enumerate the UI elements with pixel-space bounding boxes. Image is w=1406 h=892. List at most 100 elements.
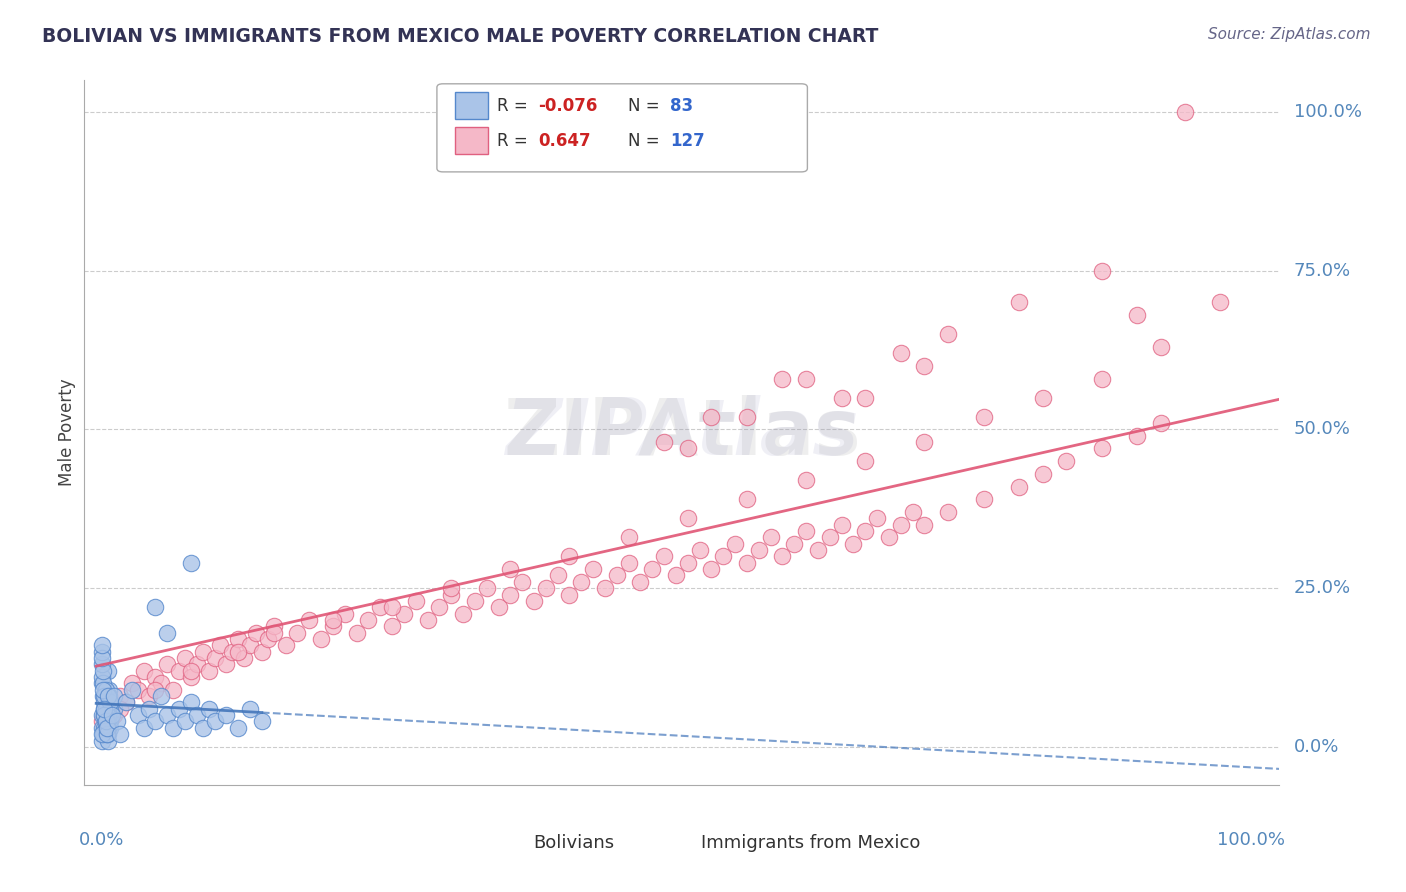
- Point: [322, 619, 344, 633]
- Point: [91, 670, 114, 684]
- Point: [100, 721, 122, 735]
- Point: [204, 714, 226, 729]
- Point: [97, 689, 120, 703]
- Point: [853, 524, 876, 538]
- Point: [100, 708, 122, 723]
- Point: [197, 702, 219, 716]
- Point: [97, 727, 120, 741]
- Point: [676, 442, 699, 456]
- Point: [676, 511, 699, 525]
- Point: [91, 664, 114, 678]
- Point: [97, 733, 120, 747]
- Point: [510, 574, 533, 589]
- Point: [582, 562, 605, 576]
- Point: [346, 625, 368, 640]
- Point: [405, 594, 427, 608]
- Point: [748, 543, 770, 558]
- Text: BOLIVIAN VS IMMIGRANTS FROM MEXICO MALE POVERTY CORRELATION CHART: BOLIVIAN VS IMMIGRANTS FROM MEXICO MALE …: [42, 27, 879, 45]
- Point: [97, 664, 120, 678]
- Bar: [456, 92, 488, 119]
- Point: [100, 695, 122, 709]
- Point: [333, 607, 356, 621]
- Point: [298, 613, 321, 627]
- Point: [97, 708, 120, 723]
- Point: [735, 556, 758, 570]
- Point: [783, 537, 806, 551]
- Point: [689, 543, 711, 558]
- Point: [186, 657, 208, 672]
- Text: 100.0%: 100.0%: [1294, 103, 1362, 121]
- Point: [94, 702, 117, 716]
- Point: [831, 517, 853, 532]
- Point: [93, 708, 115, 723]
- Point: [93, 702, 115, 716]
- Point: [665, 568, 688, 582]
- Point: [226, 632, 249, 646]
- Point: [138, 702, 160, 716]
- Point: [451, 607, 474, 621]
- Point: [156, 708, 179, 723]
- Point: [197, 664, 219, 678]
- Point: [1008, 479, 1031, 493]
- Point: [96, 727, 118, 741]
- Point: [108, 689, 131, 703]
- Point: [191, 721, 214, 735]
- Point: [1174, 105, 1197, 120]
- Point: [94, 708, 117, 723]
- Point: [94, 721, 117, 735]
- Point: [91, 727, 114, 741]
- Point: [877, 530, 900, 544]
- Point: [381, 619, 404, 633]
- Point: [250, 714, 273, 729]
- Point: [973, 492, 995, 507]
- Point: [121, 682, 143, 697]
- FancyBboxPatch shape: [437, 84, 807, 172]
- Point: [263, 625, 285, 640]
- Point: [132, 664, 155, 678]
- Point: [794, 473, 817, 487]
- Point: [759, 530, 782, 544]
- Point: [167, 702, 190, 716]
- Point: [357, 613, 380, 627]
- Point: [191, 645, 214, 659]
- Point: [107, 714, 129, 729]
- Point: [91, 676, 114, 690]
- Point: [93, 689, 115, 703]
- Point: [96, 714, 118, 729]
- Point: [381, 600, 404, 615]
- Point: [143, 670, 166, 684]
- Point: [180, 695, 202, 709]
- Point: [143, 600, 166, 615]
- Point: [1008, 295, 1031, 310]
- Point: [132, 721, 155, 735]
- Point: [91, 645, 114, 659]
- Point: [162, 721, 184, 735]
- Point: [108, 727, 131, 741]
- Point: [1091, 264, 1114, 278]
- Point: [890, 517, 912, 532]
- Bar: [456, 128, 488, 154]
- Point: [103, 689, 125, 703]
- Point: [630, 574, 652, 589]
- Text: N =: N =: [628, 132, 665, 150]
- Point: [96, 721, 118, 735]
- Text: 50.0%: 50.0%: [1294, 420, 1351, 439]
- Point: [91, 676, 114, 690]
- Point: [464, 594, 486, 608]
- Point: [239, 638, 262, 652]
- Point: [97, 714, 120, 729]
- Point: [914, 435, 936, 450]
- Point: [1209, 295, 1232, 310]
- Point: [641, 562, 664, 576]
- Text: 127: 127: [671, 132, 704, 150]
- Bar: [503, 830, 529, 855]
- Point: [973, 409, 995, 424]
- Point: [204, 651, 226, 665]
- Point: [93, 702, 115, 716]
- Text: Bolivians: Bolivians: [534, 834, 614, 852]
- Point: [735, 492, 758, 507]
- Point: [322, 613, 344, 627]
- Point: [96, 727, 118, 741]
- Point: [180, 556, 202, 570]
- Point: [143, 682, 166, 697]
